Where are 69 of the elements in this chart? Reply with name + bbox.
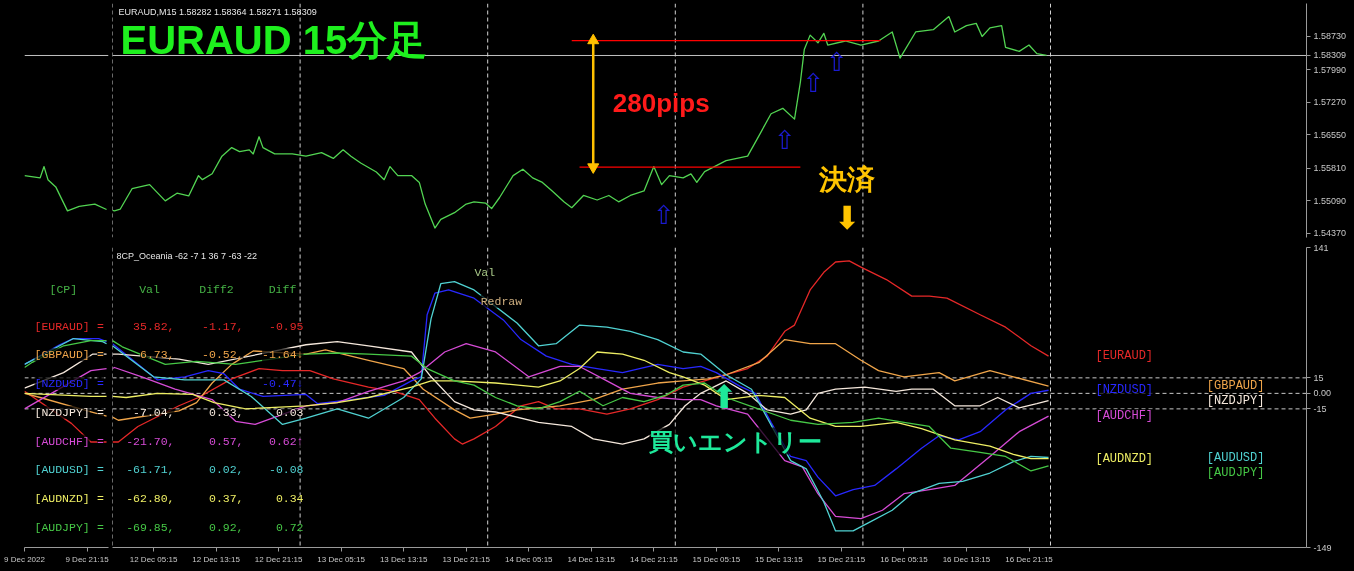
y-tick-label: 1.57270 (1313, 97, 1347, 108)
text: [AUDUSD] (1206, 450, 1265, 465)
text: -62.80, 0.37, 0.34 (126, 492, 304, 506)
text: Val Diff2 Diff (139, 283, 297, 297)
annotation: [NZDUSD] = (34, 377, 105, 391)
text: -69.85, 0.92, 0.72 (126, 520, 304, 534)
x-tick-label: 15 Dec 05:15 (692, 554, 741, 564)
annotation: ⬇ (833, 198, 861, 237)
y-tick-label: 1.55810 (1313, 163, 1347, 174)
text: [NZDUSD] (1095, 383, 1154, 398)
y-tick-label: 15 (1313, 372, 1324, 383)
y-tick-label: 141 (1313, 242, 1329, 253)
y-tick-label: 1.57990 (1313, 64, 1347, 75)
annotation: Val (474, 265, 496, 279)
x-tick-label: 14 Dec 21:15 (630, 554, 679, 564)
annotation: [NZDJPY] = (34, 405, 105, 419)
x-tick-label: 9 Dec 21:15 (65, 554, 110, 564)
text: 6.73, -0.52, -1.64↓ (139, 348, 304, 362)
x-tick-label: 14 Dec 13:15 (567, 554, 616, 564)
annotation: ⇧ (652, 200, 675, 231)
text: [EURAUD] (1095, 349, 1154, 364)
annotation: ⇧ (773, 124, 796, 155)
annotation: [CP] (49, 283, 78, 297)
y-tick-label: 1.54370 (1313, 228, 1347, 239)
y-tick-label: 0.00 (1313, 388, 1332, 399)
y-tick-label: -149 (1313, 542, 1332, 553)
text: [AUDNZD] (1095, 451, 1154, 466)
annotation: Redraw (480, 294, 523, 308)
annotation: [AUDNZD] = (34, 492, 105, 506)
annotation: 買いエントリー (648, 427, 823, 455)
y-tick-label: 1.58730 (1313, 31, 1347, 42)
chart-subtitle: EURAUD,M15 1.58282 1.58364 1.58271 1.58309 (118, 6, 317, 17)
x-tick-label: 13 Dec 21:15 (442, 554, 491, 564)
x-tick-label: 9 Dec 2022 (4, 554, 46, 564)
text: 35.82, -1.17, -0.95 (133, 319, 304, 333)
x-tick-label: 16 Dec 05:15 (880, 554, 929, 564)
y-tick-label: -15 (1313, 403, 1327, 414)
x-tick-label: 13 Dec 05:15 (317, 554, 366, 564)
text: [NZDJPY] (1206, 394, 1265, 409)
x-tick-label: 16 Dec 21:15 (1005, 554, 1054, 564)
annotation: [AUDJPY] = (34, 520, 105, 534)
x-tick-label: 15 Dec 13:15 (755, 554, 804, 564)
annotation: 280pips (612, 88, 710, 119)
text: [AUDCHF] (1095, 409, 1154, 424)
text: -61.71, 0.02, -0.08 (126, 463, 304, 477)
x-tick-label: 16 Dec 13:15 (942, 554, 991, 564)
chart-title: 8CP_Oceania -62 -7 1 36 7 -63 -22 (116, 250, 258, 261)
x-tick-label: 12 Dec 05:15 (129, 554, 178, 564)
annotation: [EURAUD] = (34, 319, 105, 333)
text: [GBPAUD] (1206, 379, 1265, 394)
annotation: -0.47↓ (262, 377, 304, 391)
annotation: [GBPAUD] = (34, 348, 105, 362)
chart-title: EURAUD 15分足 (120, 17, 428, 62)
x-tick-label: 12 Dec 13:15 (192, 554, 241, 564)
y-tick-label: 1.56550 (1313, 129, 1347, 140)
text: -21.70, 0.57, 0.62↑ (126, 434, 304, 448)
annotation: ⇧ (802, 67, 824, 98)
annotation: 決済 (818, 163, 876, 195)
annotation: ⇧ (825, 47, 848, 78)
x-tick-label: 14 Dec 05:15 (504, 554, 554, 564)
ref-line-label: 1.58309 (1313, 50, 1347, 61)
annotation: [AUDUSD] = (34, 463, 105, 477)
text: [AUDJPY] (1206, 465, 1265, 480)
text: -7.04, 0.33, 0.03 (133, 405, 304, 419)
annotation: [AUDCHF] = (34, 434, 105, 448)
x-tick-label: 13 Dec 13:15 (379, 554, 429, 564)
x-tick-label: 15 Dec 21:15 (817, 554, 866, 564)
y-tick-label: 1.55090 (1313, 195, 1347, 206)
x-tick-label: 12 Dec 21:15 (254, 554, 303, 564)
